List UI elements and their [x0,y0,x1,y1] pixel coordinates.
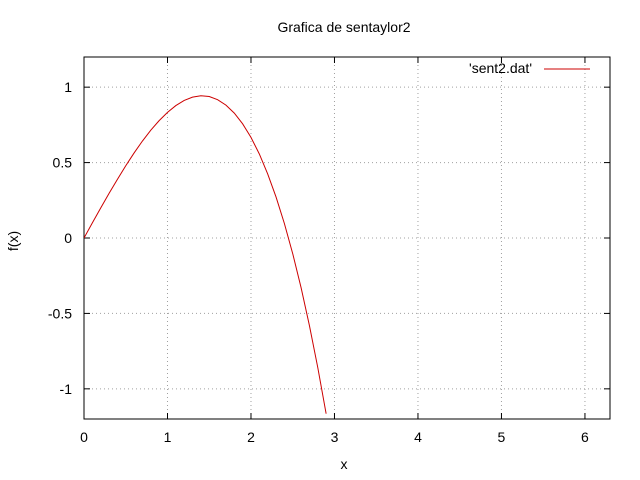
series-layer [84,95,327,414]
y-tick-label: -0.5 [48,305,72,321]
y-tick-label: 1 [64,79,72,95]
chart-title: Grafica de sentaylor2 [277,19,410,35]
legend: 'sent2.dat' [469,60,590,76]
y-axis-label: f(x) [5,231,21,251]
series-line-0 [84,95,327,414]
x-tick-label: 2 [247,429,255,445]
y-tick-label: 0.5 [53,155,73,171]
y-axis-ticks: -1 -0.5 0 0.5 1 [48,79,610,397]
x-tick-label: 6 [581,429,589,445]
y-tick-label: 0 [64,230,72,246]
x-axis-ticks: 0 1 2 3 4 5 6 [80,57,589,445]
x-axis-label: x [341,456,348,472]
x-tick-label: 3 [331,429,339,445]
x-tick-label: 5 [498,429,506,445]
x-tick-label: 1 [164,429,172,445]
grid-lines [84,57,610,419]
plot-frame [83,56,611,420]
legend-label: 'sent2.dat' [469,60,532,76]
x-tick-label: 4 [414,429,422,445]
x-tick-label: 0 [80,429,88,445]
y-tick-label: -1 [60,381,73,397]
